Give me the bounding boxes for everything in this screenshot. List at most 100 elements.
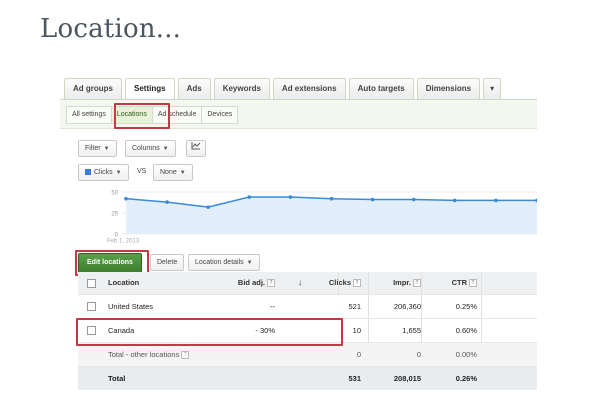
sort-down-icon: ↓ (298, 278, 302, 287)
table-row[interactable]: United States -- 521 206,360 0.25% (78, 295, 537, 319)
col-impr-label: Impr. (393, 278, 411, 287)
x-tick-label: Feb 1, 2013 (107, 239, 140, 245)
ctr-value: 0.26% (455, 374, 477, 383)
column-divider (481, 295, 482, 318)
impr-value: 206,360 (393, 302, 421, 311)
chart-point[interactable] (329, 196, 334, 201)
tab-ad-extensions[interactable]: Ad extensions (272, 78, 346, 99)
row-checkbox[interactable] (87, 326, 96, 335)
help-icon[interactable]: ? (267, 279, 275, 288)
impr-value: 208,015 (393, 374, 421, 383)
column-divider (481, 319, 482, 342)
other-locations-text: Total - other locations (108, 350, 180, 359)
subtab-all-settings[interactable]: All settings (66, 106, 112, 124)
metric-primary-select[interactable]: Clicks ▼ (78, 164, 129, 181)
canada-row-highlight (76, 318, 343, 346)
chart-point[interactable] (494, 198, 498, 203)
col-bid-header[interactable]: Bid adj.? (238, 272, 275, 294)
other-locations-label: Total - other locations? (108, 343, 190, 366)
vs-label: VS (137, 168, 147, 175)
col-impr-header[interactable]: Impr.? (393, 272, 421, 294)
tabs-more-dropdown[interactable]: ▾ (483, 78, 502, 99)
table-row-other-total: Total - other locations? 0 0 0.00% (78, 343, 537, 367)
chart-point[interactable] (124, 196, 128, 201)
location-details-button[interactable]: Location details ▼ (188, 254, 260, 271)
metric-secondary-label: None (160, 169, 177, 176)
tab-auto-targets[interactable]: Auto targets (348, 78, 414, 99)
ctr-value: 0.60% (455, 326, 477, 335)
tab-settings[interactable]: Settings (125, 78, 175, 101)
help-icon[interactable]: ? (413, 279, 421, 288)
tab-ads[interactable]: Ads (177, 78, 211, 99)
column-divider (421, 295, 422, 318)
chevron-down-icon: ▼ (179, 170, 186, 176)
col-bid-label: Bid adj. (237, 278, 265, 287)
slide-title: Location... (40, 14, 182, 44)
chevron-down-icon: ▼ (115, 170, 122, 176)
y-tick-label: 50 (111, 191, 118, 197)
tab-divider (60, 99, 537, 100)
row-checkbox[interactable] (87, 302, 96, 311)
col-location-header[interactable]: Location (108, 278, 140, 287)
chevron-down-icon: ▼ (103, 146, 110, 152)
chart-point[interactable] (411, 197, 416, 202)
clicks-value: 531 (348, 374, 361, 383)
locations-table: Location Bid adj.? ↓ Clicks? Impr.? CTR?… (78, 272, 537, 390)
total-label: Total (108, 374, 126, 383)
ctr-value: 0.25% (455, 302, 477, 311)
location-name: Canada (108, 326, 135, 335)
metric-primary-label: Clicks (94, 169, 113, 176)
columns-label: Columns (132, 145, 160, 152)
clicks-value: 0 (356, 350, 361, 359)
chart-point[interactable] (165, 200, 169, 204)
select-all-checkbox[interactable] (87, 279, 96, 288)
chart-toggle-button[interactable] (186, 140, 206, 157)
help-icon[interactable]: ? (181, 351, 190, 360)
metric-color-swatch (85, 169, 91, 176)
location-name: United States (108, 302, 154, 311)
subtab-devices[interactable]: Devices (201, 106, 239, 124)
metric-secondary-select[interactable]: None ▼ (153, 164, 193, 181)
chart-point[interactable] (288, 195, 293, 199)
chevron-down-icon: ▼ (246, 260, 253, 266)
help-icon[interactable]: ? (469, 279, 477, 288)
edit-locations-button[interactable]: Edit locations (78, 253, 142, 273)
chart-point[interactable] (453, 198, 457, 203)
table-row-total: Total 531 208,015 0.26% (78, 367, 537, 390)
column-divider (368, 272, 369, 294)
bid-adjustment[interactable]: -- (270, 302, 275, 311)
column-divider (368, 319, 369, 342)
tab-keywords[interactable]: Keywords (213, 78, 270, 99)
tab-dimensions[interactable]: Dimensions (416, 78, 481, 99)
y-tick-label: 0 (115, 233, 119, 239)
locations-highlight (114, 103, 170, 129)
chart-point[interactable] (535, 198, 537, 203)
chart-point[interactable] (370, 197, 375, 202)
col-ctr-header[interactable]: CTR? (452, 272, 477, 294)
clicks-value: 521 (348, 302, 361, 311)
column-divider (481, 272, 482, 294)
subtab-locations[interactable]: Locations (110, 106, 153, 124)
location-details-label: Location details (195, 259, 244, 266)
column-divider (368, 295, 369, 318)
help-icon[interactable]: ? (353, 279, 361, 288)
columns-button[interactable]: Columns ▼ (125, 140, 176, 157)
col-ctr-label: CTR (451, 278, 467, 287)
chart-point[interactable] (206, 205, 210, 209)
chart-icon (191, 142, 201, 150)
filter-button[interactable]: Filter ▼ (78, 140, 117, 157)
adwords-screenshot: Ad groups Settings Ads Keywords Ad exten… (60, 72, 537, 390)
col-clicks-header[interactable]: Clicks? (329, 272, 361, 294)
filter-label: Filter (85, 145, 101, 152)
clicks-value: 10 (352, 326, 361, 335)
tab-ad-groups[interactable]: Ad groups (64, 78, 122, 99)
main-tabs: Ad groups Settings Ads Keywords Ad exten… (64, 78, 504, 101)
chart-area (126, 197, 537, 234)
impr-value: 1,655 (402, 326, 421, 335)
column-divider (338, 272, 339, 294)
bid-adjustment[interactable]: - 30% (255, 326, 275, 335)
chart-point[interactable] (247, 195, 252, 199)
table-row[interactable]: Canada - 30% 10 1,655 0.60% (78, 319, 537, 343)
delete-button[interactable]: Delete (150, 254, 185, 271)
